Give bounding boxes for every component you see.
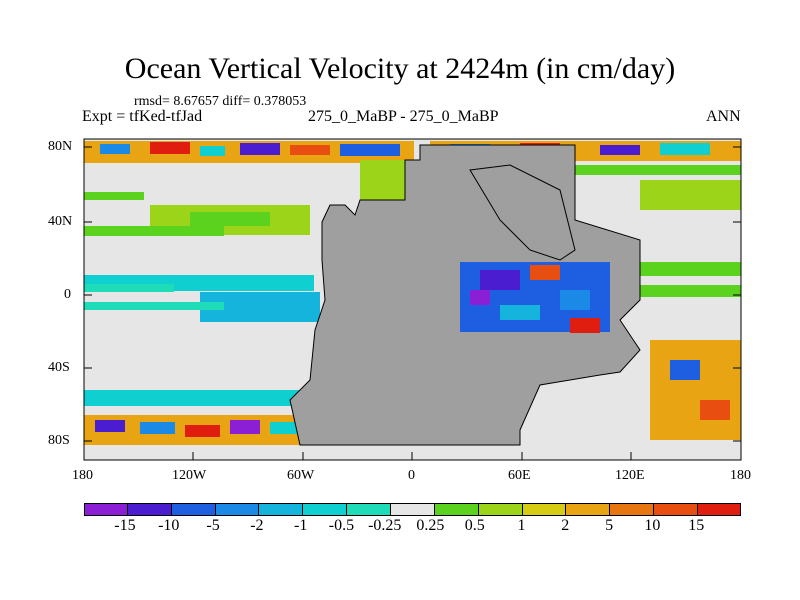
lon-label-180e: 180: [730, 468, 751, 483]
colorbar-label: 15: [688, 517, 705, 534]
colorbar-box: [522, 503, 567, 516]
colorbar-box: [566, 503, 611, 516]
lon-label-120e: 120E: [615, 468, 645, 483]
colorbar-label: 1: [517, 517, 526, 534]
lon-label-60e: 60E: [508, 468, 531, 483]
colorbar-box: [303, 503, 348, 516]
lat-label-40s: 40S: [48, 360, 70, 375]
colorbar-label: 5: [605, 517, 614, 534]
colorbar-box: [215, 503, 260, 516]
colorbar-label: 2: [561, 517, 570, 534]
colorbar-box: [698, 503, 741, 516]
period-subtitle: 275_0_MaBP - 275_0_MaBP: [308, 108, 499, 125]
season-label: ANN: [706, 108, 741, 125]
tethys-anomaly: [460, 262, 610, 333]
colorbar-box: [347, 503, 392, 516]
lat-label-0: 0: [64, 287, 71, 302]
colorbar-box: [84, 503, 128, 516]
colorbar-label: 10: [644, 517, 661, 534]
colorbar-label: -0.5: [328, 517, 355, 534]
lat-label-80s: 80S: [48, 433, 70, 448]
experiment-label: Expt = tfKed-tfJad: [82, 108, 203, 125]
rmsd-diff-stats: rmsd= 8.67657 diff= 0.378053: [134, 94, 307, 109]
colorbar-box: [127, 503, 172, 516]
colorbar: [84, 503, 741, 516]
lon-label-180w: 180: [72, 468, 93, 483]
colorbar-label: 0.25: [416, 517, 445, 534]
colorbar-box: [171, 503, 216, 516]
x-ticks: [83, 452, 742, 460]
colorbar-label: -0.25: [368, 517, 402, 534]
colorbar-box: [259, 503, 304, 516]
colorbar-label: -1: [294, 517, 308, 534]
colorbar-box: [610, 503, 655, 516]
lon-label-120w: 120W: [172, 468, 207, 483]
colorbar-box: [478, 503, 523, 516]
colorbar-label: -2: [250, 517, 264, 534]
colorbar-label: 0.5: [464, 517, 485, 534]
colorbar-label: -5: [206, 517, 220, 534]
colorbar-label: -10: [158, 517, 180, 534]
colorbar-box: [391, 503, 435, 516]
plot-title: Ocean Vertical Velocity at 2424m (in cm/…: [124, 52, 676, 85]
colorbar-box: [434, 503, 479, 516]
colorbar-box: [654, 503, 699, 516]
lat-label-40n: 40N: [48, 214, 73, 229]
lat-label-80n: 80N: [48, 139, 73, 154]
lon-label-0: 0: [408, 468, 415, 483]
colorbar-label: -15: [114, 517, 136, 534]
y-ticks: [84, 146, 741, 442]
lon-label-60w: 60W: [287, 468, 315, 483]
